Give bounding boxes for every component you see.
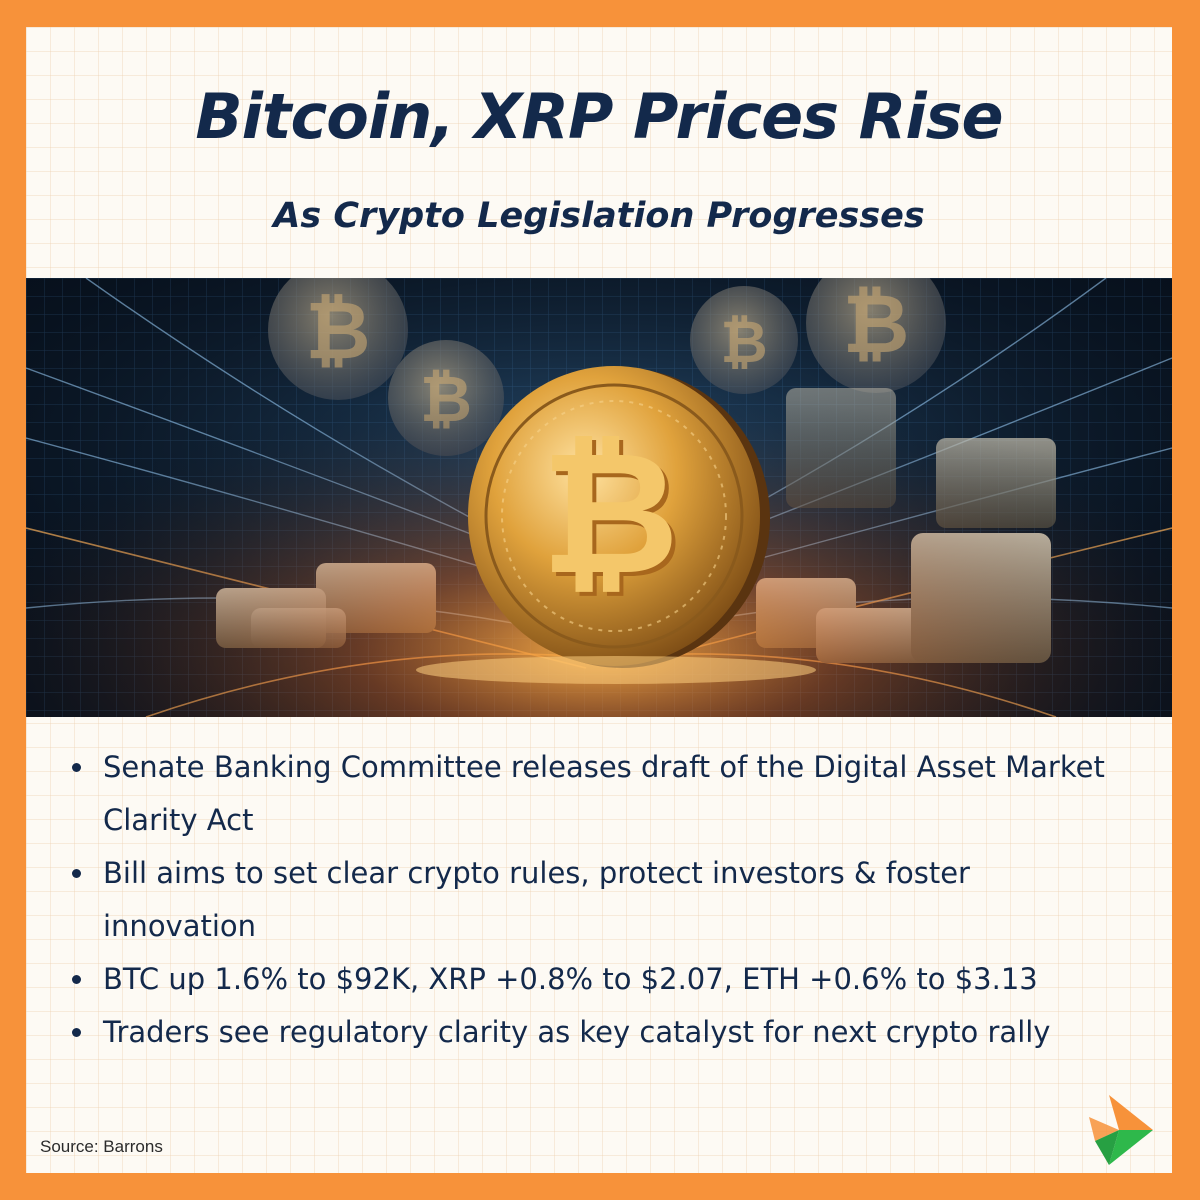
svg-text:₿: ₿ <box>541 415 680 613</box>
bullet-text: Traders see regulatory clarity as key ca… <box>103 1015 1051 1049</box>
bullet-dot <box>72 1028 81 1037</box>
bullet-dot <box>72 869 81 878</box>
bullet-dot <box>72 763 81 772</box>
source-credit: Source: Barrons <box>40 1137 163 1156</box>
list-item: Senate Banking Committee releases draft … <box>26 741 1172 847</box>
bullet-list: Senate Banking Committee releases draft … <box>26 741 1172 1059</box>
subheadline: As Crypto Legislation Progresses <box>273 196 925 236</box>
bullet-dot <box>72 975 81 984</box>
bitcoin-hero-image: ₿ ₿ ₿ ₿ <box>26 278 1172 717</box>
bullet-text: BTC up 1.6% to $92K, XRP +0.8% to $2.07,… <box>103 962 1038 996</box>
list-item: BTC up 1.6% to $92K, XRP +0.8% to $2.07,… <box>26 953 1172 1006</box>
brand-arrow-logo-icon <box>1089 1095 1153 1165</box>
svg-text:₿: ₿ <box>545 419 684 617</box>
headline: Bitcoin, XRP Prices Rise <box>195 80 1003 153</box>
bullet-text: Senate Banking Committee releases draft … <box>103 750 1105 837</box>
list-item: Traders see regulatory clarity as key ca… <box>26 1006 1172 1059</box>
list-item: Bill aims to set clear crypto rules, pro… <box>26 847 1172 953</box>
bullet-text: Bill aims to set clear crypto rules, pro… <box>103 856 970 943</box>
post-card: Bitcoin, XRP Prices Rise As Crypto Legis… <box>26 27 1172 1173</box>
bitcoin-coin-icon: ₿ ₿ <box>468 366 770 668</box>
bitcoin-illustration: ₿ ₿ ₿ ₿ <box>26 278 1172 717</box>
